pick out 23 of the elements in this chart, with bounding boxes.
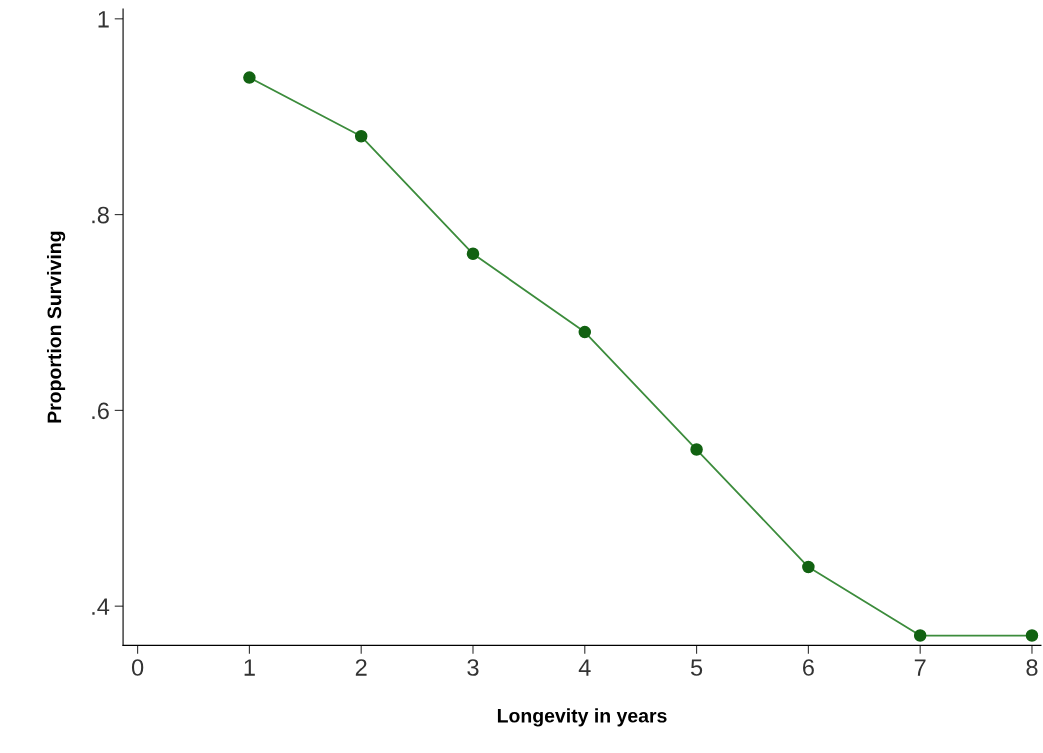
y-tick-label: 1 <box>98 11 109 28</box>
point <box>354 130 368 143</box>
x-tick-label: 4 <box>578 659 591 676</box>
x-tick-label: 1 <box>244 659 255 676</box>
y-tick-label: .4 <box>92 598 110 615</box>
point <box>1025 629 1039 642</box>
point <box>466 247 480 261</box>
y-axis-title: Proportion Surviving <box>46 231 66 423</box>
x-tick-label: 2 <box>355 659 367 676</box>
x-tick-label: 8 <box>1026 659 1038 676</box>
x-axis-title: Longevity in years <box>497 708 667 727</box>
point <box>578 325 592 339</box>
x-tick-label: 7 <box>914 659 926 676</box>
x-tick-label: 0 <box>131 659 144 676</box>
x-tick-label: 6 <box>803 659 814 676</box>
x-tick-label: 5 <box>690 659 703 676</box>
y-tick-label: .6 <box>92 402 109 420</box>
x-tick-label: 3 <box>467 659 479 676</box>
y-tick-label: .8 <box>92 206 109 224</box>
point <box>802 560 815 574</box>
point <box>243 71 256 84</box>
point <box>913 629 927 642</box>
point <box>690 443 703 456</box>
